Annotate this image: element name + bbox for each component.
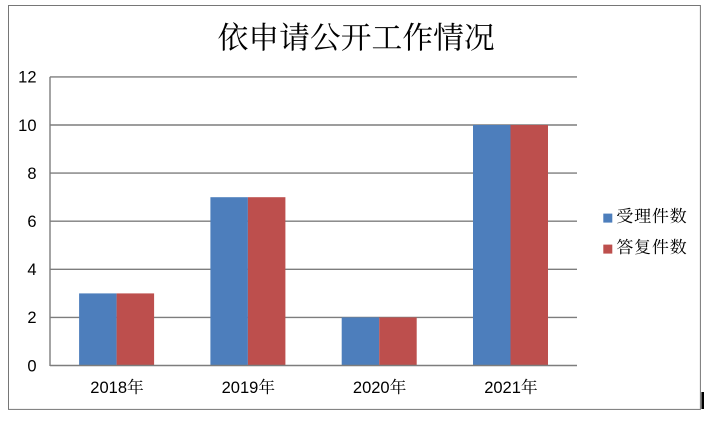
svg-text:8: 8 (27, 165, 36, 183)
svg-text:12: 12 (18, 69, 36, 87)
svg-text:2020: 2020 (353, 379, 390, 397)
svg-text:2021: 2021 (484, 379, 521, 397)
svg-text:6: 6 (27, 213, 36, 231)
svg-text:2: 2 (27, 309, 36, 327)
svg-text:0: 0 (27, 357, 36, 375)
svg-text:2018: 2018 (90, 379, 127, 397)
svg-text:10: 10 (18, 117, 36, 135)
svg-text:4: 4 (27, 261, 36, 279)
svg-text:2019: 2019 (222, 379, 259, 397)
